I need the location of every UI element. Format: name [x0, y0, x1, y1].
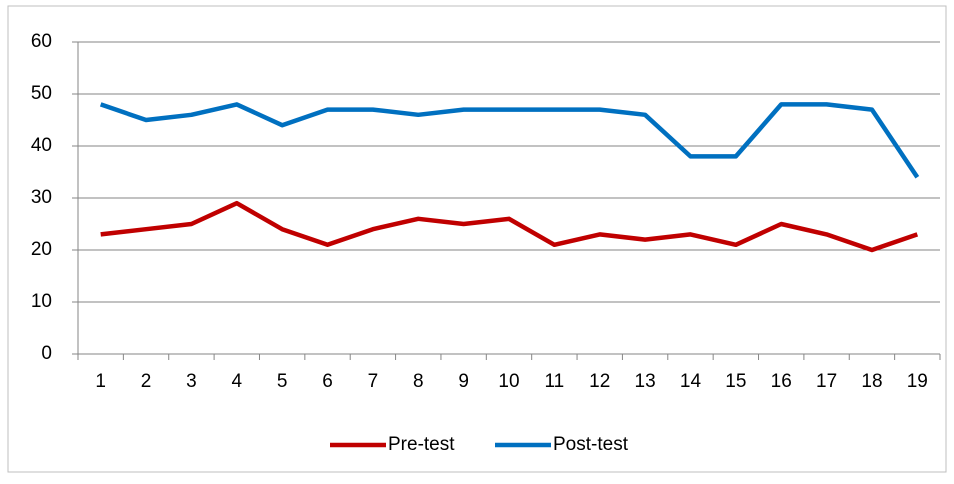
- x-tick-label: 17: [816, 371, 837, 392]
- legend-label: Post-test: [553, 434, 629, 455]
- y-tick-label: 60: [31, 31, 52, 52]
- x-tick-label: 15: [725, 371, 746, 392]
- x-tick-label: 10: [498, 371, 519, 392]
- y-tick-label: 30: [31, 187, 52, 208]
- x-tick-label: 2: [141, 371, 152, 392]
- x-tick-label: 8: [413, 371, 424, 392]
- series-line: [99, 102, 920, 179]
- y-tick-label: 40: [31, 135, 52, 156]
- x-tick-label: 13: [635, 371, 656, 392]
- x-tick-label: 1: [95, 371, 106, 392]
- x-tick-label: 14: [680, 371, 702, 392]
- y-tick-label: 50: [31, 83, 52, 104]
- series-line: [100, 200, 919, 253]
- x-tick-label: 7: [368, 371, 379, 392]
- x-tick-label: 6: [322, 371, 333, 392]
- x-tick-label: 9: [458, 371, 469, 392]
- x-tick-label: 12: [589, 371, 610, 392]
- x-tick-label: 5: [277, 371, 288, 392]
- x-tick-label: 18: [861, 371, 882, 392]
- x-tick-label: 16: [771, 371, 792, 392]
- x-tick-label: 4: [232, 371, 243, 392]
- chart-border: [7, 5, 947, 473]
- y-tick-label: 0: [41, 343, 52, 364]
- y-tick-label: 20: [31, 239, 52, 260]
- y-tick-label: 10: [31, 291, 52, 312]
- x-tick-label: 11: [545, 371, 565, 392]
- x-tick-label: 3: [186, 371, 197, 392]
- legend-label: Pre-test: [388, 434, 455, 455]
- x-tick-label: 19: [907, 371, 928, 392]
